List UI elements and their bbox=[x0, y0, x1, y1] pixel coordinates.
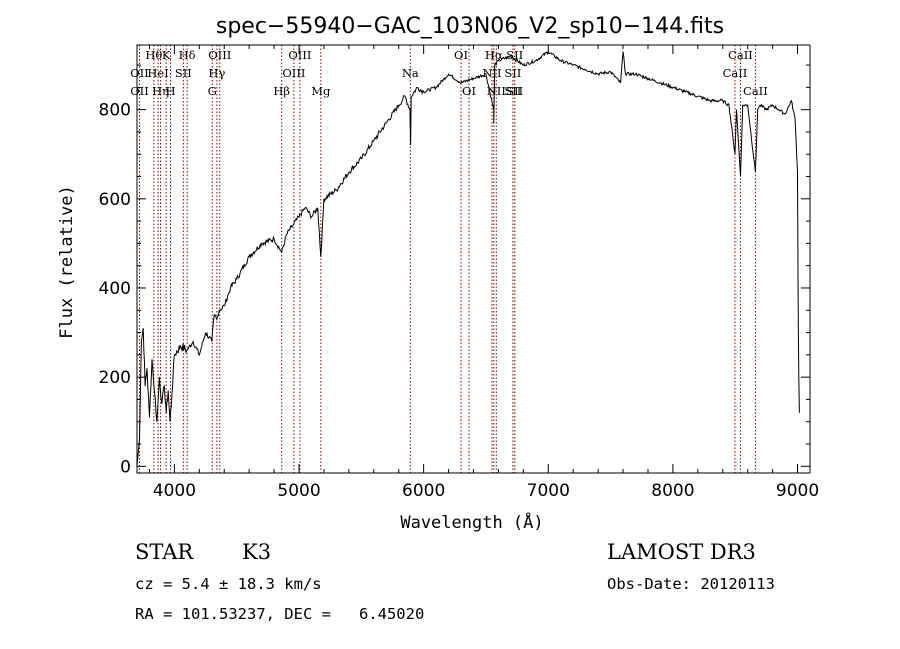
x-axis-label: Wavelength (Å) bbox=[400, 511, 543, 533]
obs-date-text: Obs-Date: 20120113 bbox=[607, 575, 775, 593]
emission-line-label: Hα bbox=[485, 48, 503, 62]
y-tick-label: 600 bbox=[99, 190, 131, 210]
x-tick-label: 7000 bbox=[527, 481, 570, 501]
emission-line-label: Na bbox=[402, 66, 419, 80]
emission-line-markers: OII OII Hθ HeI Hη K H SII Hδ G Hγ OIII Hβ OIII OIII Mg N… bbox=[130, 45, 768, 473]
emission-line-label: SII bbox=[175, 66, 192, 80]
emission-line-label: Hγ bbox=[208, 66, 225, 80]
emission-line-label: CaII bbox=[723, 66, 748, 80]
y-tick-label: 200 bbox=[99, 368, 131, 388]
emission-line-label: OIII bbox=[282, 66, 305, 80]
spectrum-series-line bbox=[136, 50, 800, 467]
emission-line-label: SII bbox=[506, 84, 523, 98]
emission-line-label: K bbox=[162, 48, 171, 62]
emission-line-label: NII bbox=[487, 84, 506, 98]
axes: 4000 5000 6000 7000 8000 9000 0 200 400 600 800 bbox=[99, 45, 819, 501]
emission-line-label: OI bbox=[454, 48, 468, 62]
x-tick-label: 4000 bbox=[153, 481, 196, 501]
y-tick-label: 800 bbox=[99, 101, 131, 121]
y-tick-label: 400 bbox=[99, 279, 131, 299]
plot-frame bbox=[136, 44, 811, 474]
redshift-text: cz = 5.4 ± 18.3 km/s bbox=[135, 575, 322, 593]
survey-name: LAMOST DR3 bbox=[607, 540, 756, 564]
emission-line-label: OII bbox=[130, 84, 149, 98]
chart-title: spec−55940−GAC_103N06_V2_sp10−144.fits bbox=[216, 14, 724, 39]
emission-line-label: Hδ bbox=[179, 48, 196, 62]
emission-line-label: HeI bbox=[147, 66, 168, 80]
emission-line-label: OII bbox=[130, 66, 149, 80]
coordinates-text: RA = 101.53237, DEC = 6.45020 bbox=[135, 605, 424, 623]
emission-line-label: CaII bbox=[728, 48, 753, 62]
emission-line-label: H bbox=[166, 84, 176, 98]
x-tick-label: 5000 bbox=[277, 481, 320, 501]
spectrum-layer bbox=[136, 50, 800, 467]
emission-line-label: CaII bbox=[743, 84, 768, 98]
object-subclass: K3 bbox=[242, 540, 271, 564]
emission-line-label: Hβ bbox=[273, 84, 290, 98]
y-axis-label: Flux (relative) bbox=[57, 185, 77, 339]
emission-line-label: SII bbox=[504, 66, 521, 80]
emission-line-label: G bbox=[208, 84, 217, 98]
emission-line-label: Hθ bbox=[145, 48, 162, 62]
emission-line-label: SII bbox=[506, 48, 523, 62]
emission-line-label: OIII bbox=[288, 48, 311, 62]
emission-line-label: SII bbox=[504, 84, 521, 98]
object-class: STAR bbox=[135, 540, 194, 564]
x-tick-label: 6000 bbox=[402, 481, 445, 501]
emission-line-label: Mg bbox=[311, 84, 331, 98]
emission-line-label: OI bbox=[462, 84, 476, 98]
x-tick-label: 9000 bbox=[776, 481, 819, 501]
emission-line-label: OIII bbox=[208, 48, 231, 62]
x-tick-label: 8000 bbox=[651, 481, 694, 501]
emission-line-label: Hη bbox=[152, 84, 169, 98]
y-tick-label: 0 bbox=[120, 457, 131, 477]
